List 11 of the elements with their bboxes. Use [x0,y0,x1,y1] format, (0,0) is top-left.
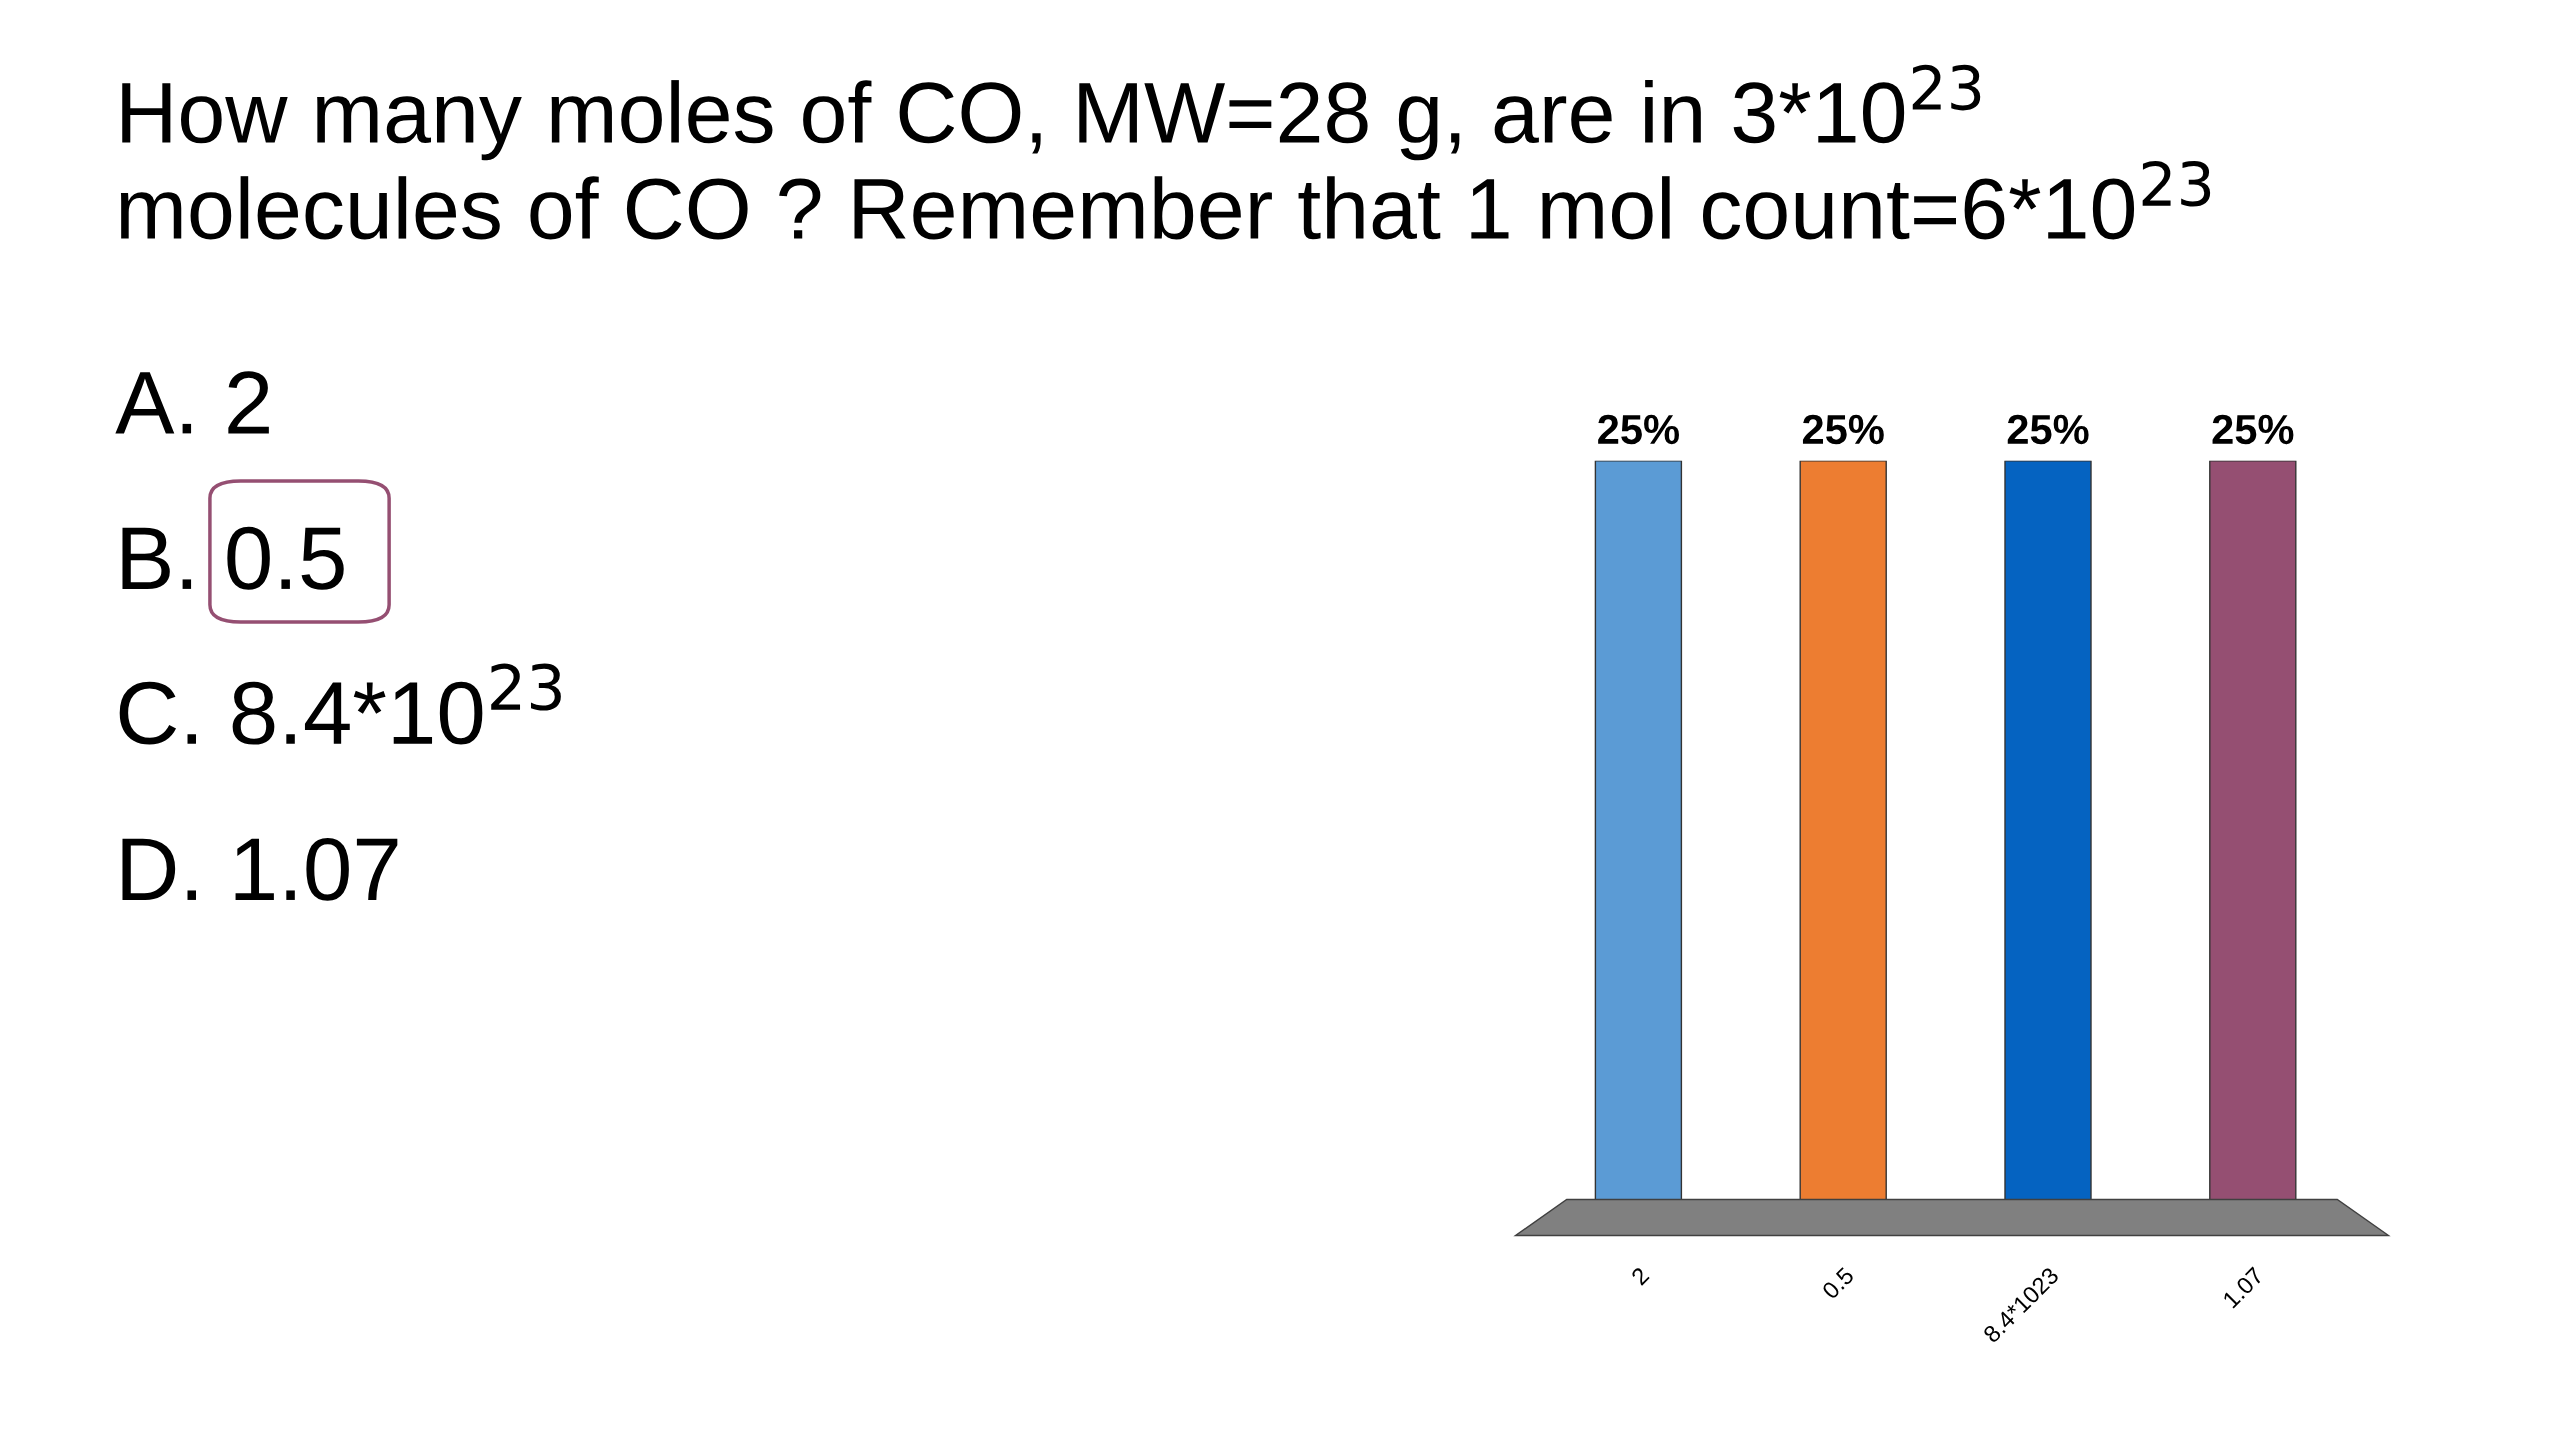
text: B. 0.5 [122,526,344,590]
text: A. 2 [115,371,269,434]
x-tick-label: 0.5 [1821,1266,1855,1300]
data-label: 25% [1598,414,1679,445]
x-tick-label: 2 [1630,1266,1650,1286]
text: D. 1.07 [122,837,398,901]
data-label: 25% [2007,414,2089,445]
data-label: 25% [2212,414,2294,445]
chart-title: How many moles of CO, MW=28 g, are in 3*10$^{23}$ molecules of CO ? Remember that 1 mol count=6*10$^{23}$ [120,64,2211,240]
data-label: 25% [1802,414,1884,445]
text: C. 8.4*10$^{23}$ [119,663,561,745]
